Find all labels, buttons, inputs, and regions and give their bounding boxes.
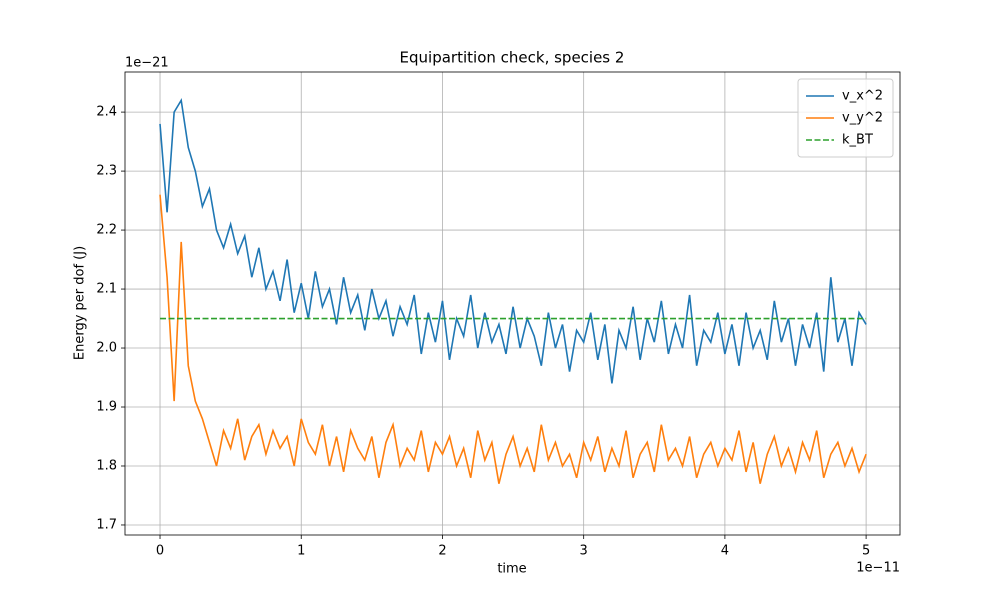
legend: v_x^2 v_y^2 k_BT [797,78,894,158]
y-tick-label: 2.3 [96,164,117,179]
legend-frame [797,78,894,158]
x-tick-label: 1 [297,544,305,559]
plot-frame [124,71,901,536]
x-tick-label: 4 [721,544,729,559]
y-tick-label: 1.7 [96,517,117,532]
x-tick-label: 2 [438,544,446,559]
legend-label: v_y^2 [842,111,883,126]
legend-label: v_x^2 [842,89,883,104]
x-tick-label: 5 [862,544,870,559]
y-tick-label: 2.1 [96,282,117,297]
x-tick-label: 3 [580,544,588,559]
series-line [159,97,867,384]
y-axis-label: Energy per dof (J) [73,246,88,360]
x-tick-label: 0 [156,544,164,559]
y-offset-label: 1e−21 [125,56,169,71]
x-offset-label: 1e−11 [856,561,900,576]
x-axis-label: time [497,562,526,577]
series-line [159,194,867,484]
y-tick-label: 1.9 [96,400,117,415]
y-tick-label: 2.0 [96,341,117,356]
chart-title: Equipartition check, species 2 [400,49,625,67]
y-tick-label: 2.4 [96,105,117,120]
y-tick-label: 1.8 [96,458,117,473]
legend-label: k_BT [842,133,873,148]
y-tick-label: 2.2 [96,223,117,238]
